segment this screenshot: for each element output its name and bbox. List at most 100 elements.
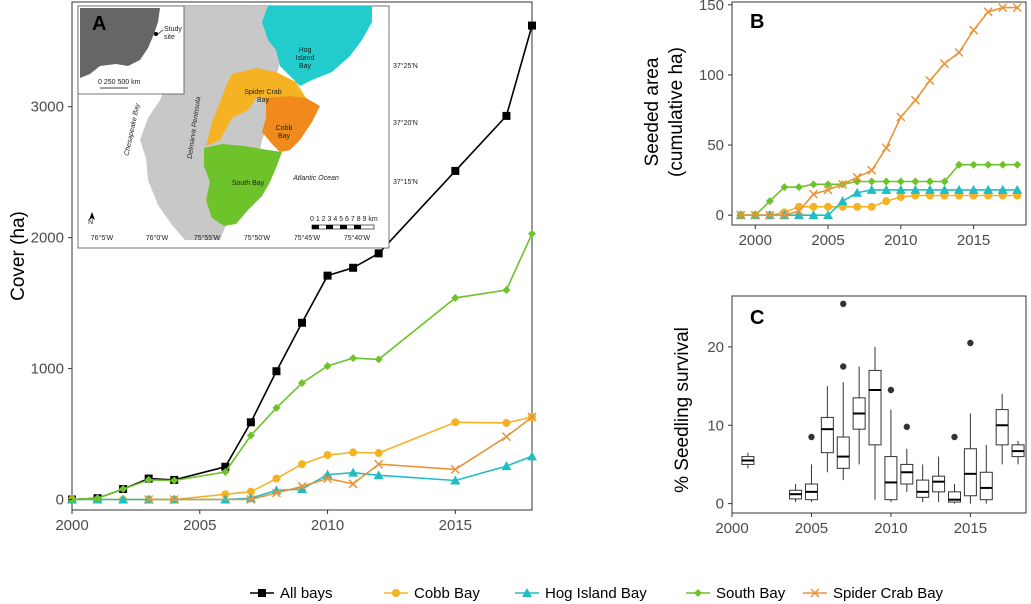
panel-b-line-spider [740,6,1018,216]
panel-b-point-spider [779,210,789,220]
panel-a-point-all [528,21,536,30]
panel-a-point-cobb [349,448,358,457]
panel-a-point-cobb [323,451,332,460]
panel-b-xtick-label: 2010 [884,232,917,249]
legend-label-cobb: Cobb Bay [414,585,480,602]
north-arrow-icon [89,212,95,220]
panel-b-point-cobb [867,202,876,211]
panel-b-point-spider [765,210,775,220]
panel-b-point-south [896,177,905,186]
map-scale-label: 0 1 2 3 4 5 6 7 8 9 km [310,216,378,223]
spider-crab-bay-region [206,68,306,146]
panel-a-point-south [528,229,536,238]
cobb-label-2: Bay [278,133,291,140]
box-outlier [840,363,847,370]
panel-a-ytick-label: 0 [56,492,64,509]
panel-a-point-hog [118,494,129,504]
panel-a-point-all [374,249,383,258]
hog-label-2: Island [296,55,315,62]
panel-b-point-hog [793,210,804,220]
hog-label-3: Bay [299,63,312,70]
panel-b-point-spider [736,210,746,220]
panel-a-point-all [349,263,358,272]
panel-b-point-south [1013,160,1022,169]
box-outlier [840,300,847,308]
panel-b-point-south [940,177,949,186]
panel-b-point-hog [1012,184,1023,194]
cobb-label-1: Cobb [276,125,293,132]
panel-a-ytick-label: 1000 [31,361,64,378]
panel-b-point-hog [895,184,906,194]
panel-a-ylabel: Cover (ha) [8,211,29,301]
panel-a-point-south [298,379,306,387]
box-outlier [903,423,911,431]
panel-a-point-spider [374,459,384,469]
panel-b-point-spider [808,189,819,199]
lat-label-2: 37°20'N [393,119,418,127]
panel-a-point-cobb [272,474,281,483]
lon-label-3: 75°55'W [194,234,221,242]
panel-b-point-hog [823,210,834,220]
panel-b-point-spider [939,59,950,69]
panel-b-point-south [984,160,993,169]
south-bay-region [204,144,282,226]
panel-b-point-hog [983,184,994,194]
panel-a-point-spider [527,412,537,422]
panel-a-letter: A [92,13,106,35]
panel-a-point-south [323,361,332,370]
panel-b-ylabel-2: (cumulative ha) [666,47,687,177]
panel-b-ytick-label: 0 [716,207,724,224]
panel-b-point-hog [852,187,863,197]
panel-b-point-hog [924,184,935,194]
panel-b-point-cobb [896,192,905,201]
panel-b-point-spider [823,185,833,195]
panel-a-point-south [170,476,179,485]
panel-b-point-south [925,177,934,186]
panel-b-point-cobb [853,202,862,211]
panel-b-ytick-label: 100 [699,67,724,84]
box-iqr [820,416,834,454]
panel-b-point-south [867,177,876,186]
panel-b-point-south [955,160,964,169]
legend: All bays Cobb Bay Hog Island Bay South Bay S… [250,585,944,602]
hog-label-1: Hog [299,47,312,54]
panel-b-point-spider [983,7,993,17]
panel-b-point-hog [939,184,950,194]
panel-c-xtick-label: 2015 [954,520,987,537]
box-iqr [932,475,946,493]
panel-b-point-hog [954,184,965,194]
panel-b-point-south [882,177,891,186]
panel-b-point-south [824,180,833,189]
legend-marker-spider [810,588,820,598]
panel-b-point-spider [852,172,862,182]
panel-b-ytick-label: 50 [707,137,724,154]
panel-b-point-hog [837,196,848,206]
lat-label-3: 37°15'N [393,178,418,186]
box-iqr [884,456,898,501]
panel-c-letter: C [750,307,764,329]
box-iqr [979,471,993,501]
legend-label-hog: Hog Island Bay [545,585,647,602]
panel-c-xtick-label: 2005 [795,520,828,537]
box-iqr [963,448,977,497]
panel-a-point-cobb [451,418,460,427]
legend-marker-all [258,589,266,597]
panel-b-point-cobb [809,202,818,211]
panel-b-letter: B [750,11,764,33]
panel-a-xtick-label: 2010 [311,517,344,534]
map-scale-seg-3 [340,225,347,229]
lat-label-1: 37°25'N [393,62,418,70]
lon-label-6: 75°40'W [344,234,371,242]
panel-a-xtick-label: 2005 [183,517,216,534]
panel-a-point-spider [297,481,307,491]
box-iqr [916,479,930,498]
box-outlier [887,386,895,394]
panel-b-point-spider [794,206,804,216]
panel-a-point-spider [271,488,281,498]
panel-a-point-south [93,494,102,503]
panel-a-point-south [119,485,128,494]
locator-land [80,8,160,78]
panel-a-point-hog [501,461,512,471]
